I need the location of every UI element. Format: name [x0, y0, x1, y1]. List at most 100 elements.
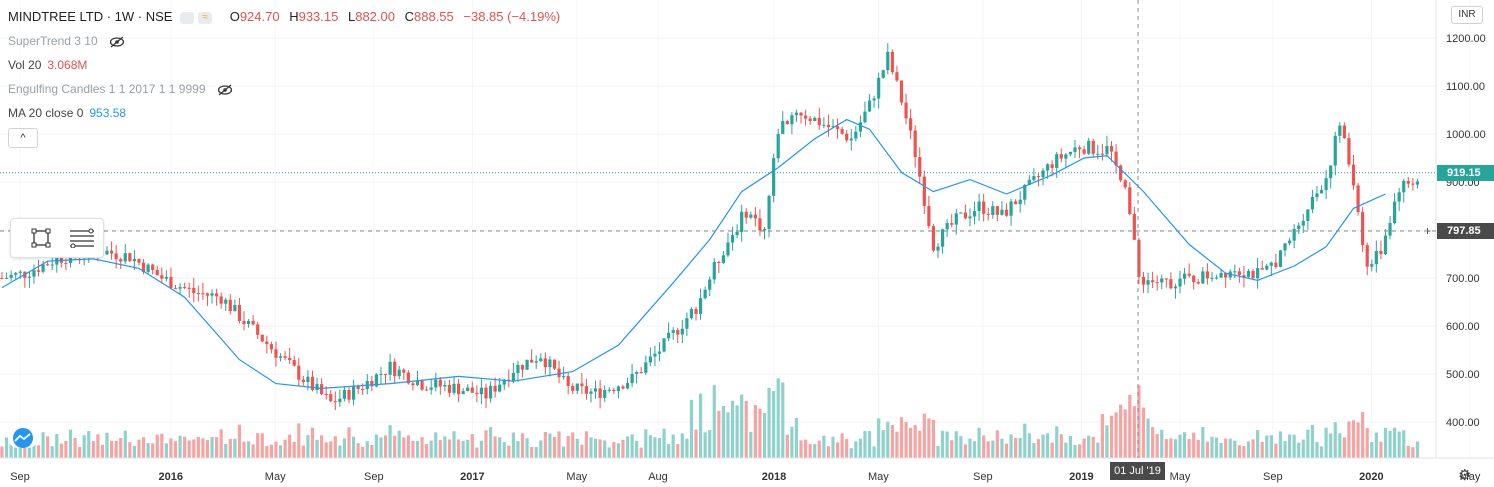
candle-body	[479, 387, 484, 395]
candle-body	[301, 379, 305, 383]
volume-bar	[977, 427, 981, 458]
grid-lines	[0, 0, 1471, 458]
indicator-ma[interactable]: MA 20 close 0 953.58	[8, 106, 126, 120]
volume-bar	[1260, 441, 1264, 458]
candle-body	[548, 359, 552, 368]
volume-bar	[479, 440, 484, 458]
candle-body	[18, 271, 22, 273]
candle-body	[717, 261, 721, 263]
volume-bar	[539, 440, 543, 458]
volume-bar	[27, 446, 31, 458]
candle-body	[466, 387, 470, 392]
time-tick-label: 2020	[1359, 471, 1383, 483]
candle-body	[762, 229, 767, 231]
volume-bar	[1201, 426, 1205, 458]
candle-body	[128, 253, 132, 262]
volume-bar	[475, 447, 479, 458]
candle-body	[1351, 164, 1356, 186]
candle-body	[817, 117, 821, 126]
candle-body	[534, 361, 538, 363]
volume-bar	[1036, 439, 1041, 458]
indicator-volume[interactable]: Vol 20 3.068M	[8, 58, 87, 72]
candle-body	[580, 383, 584, 387]
volume-bar	[1023, 423, 1027, 458]
volume-bar	[1246, 441, 1251, 458]
candle-body	[46, 264, 50, 266]
lines-tool-icon[interactable]	[69, 228, 95, 248]
candle-body	[909, 118, 913, 131]
volume-bar	[466, 439, 470, 458]
candle-body	[612, 389, 616, 392]
settings-chip[interactable]	[180, 11, 195, 24]
hidden-eye-icon[interactable]	[217, 84, 233, 96]
candle-body	[164, 276, 168, 279]
volume-bar	[1256, 430, 1260, 458]
volume-bar	[835, 442, 840, 458]
candle-body	[1178, 278, 1182, 287]
compare-chip[interactable]: ≈	[198, 11, 213, 24]
volume-bar	[580, 444, 584, 458]
candle-body	[575, 383, 579, 391]
volume-bar	[397, 430, 401, 458]
candle-body	[593, 388, 598, 392]
volume-bar	[781, 382, 785, 458]
candle-body	[132, 258, 137, 262]
candle-body	[1251, 271, 1255, 279]
volume-bar	[329, 441, 333, 458]
volume-bar	[740, 394, 744, 458]
candle-body	[1141, 276, 1146, 285]
rectangle-tool-icon[interactable]	[31, 228, 51, 248]
volume-bar	[799, 440, 803, 458]
candle-body	[840, 129, 844, 134]
volume-bar	[644, 429, 648, 458]
candle-body	[1068, 151, 1073, 155]
volume-bar	[671, 434, 675, 458]
volume-bar	[173, 441, 178, 458]
candle-body	[1128, 187, 1132, 215]
collapse-legend-button[interactable]: ^	[8, 128, 38, 148]
volume-bar	[1315, 441, 1319, 458]
volume-bar	[164, 443, 168, 458]
candle-body	[845, 133, 849, 141]
volume-bar	[772, 391, 776, 458]
candle-body	[1287, 240, 1292, 244]
volume-bar	[1187, 438, 1191, 458]
volume-bar	[402, 437, 406, 458]
change-value: −38.85 (−4.19%)	[463, 9, 561, 24]
drawing-toolbar[interactable]	[10, 218, 104, 258]
hidden-eye-icon[interactable]	[109, 36, 125, 48]
symbol-title[interactable]: MINDTREE LTD · 1W · NSE	[8, 9, 173, 24]
volume-bar	[32, 440, 36, 458]
candle-body	[1182, 273, 1187, 279]
volume-bar	[913, 424, 917, 458]
indicator-engulfing[interactable]: Engulfing Candles 1 1 2017 1 1 9999	[8, 82, 233, 96]
candle-body	[1073, 147, 1077, 152]
volume-bar	[589, 437, 593, 458]
volume-bar	[1361, 411, 1365, 458]
volume-bar	[749, 431, 753, 458]
volume-bar	[169, 438, 173, 458]
settings-gear-icon[interactable]: ⚙	[1458, 467, 1472, 484]
volume-bar	[516, 441, 520, 458]
volume-bar	[845, 439, 849, 458]
volume-bar	[895, 431, 899, 458]
candle-body	[813, 117, 817, 122]
volume-bar	[1027, 433, 1031, 458]
tradingview-logo-icon[interactable]	[8, 428, 38, 448]
candle-body	[635, 372, 639, 374]
candle-body	[662, 338, 666, 352]
candle-body	[1164, 278, 1168, 280]
candle-body	[849, 138, 853, 141]
candle-body	[383, 373, 388, 375]
currency-button[interactable]: INR	[1451, 6, 1483, 24]
volume-bar	[1141, 407, 1146, 458]
time-axis[interactable]: Sep 2016 May Sep 2017 May Aug 2018 May Sep 2019 May…	[0, 457, 1494, 483]
volume-bar	[717, 410, 721, 458]
candle-body	[470, 387, 474, 393]
volume-bar	[105, 432, 109, 458]
volume-bar	[283, 439, 287, 458]
candle-body	[858, 122, 862, 132]
indicator-supertrend[interactable]: SuperTrend 3 10	[8, 34, 125, 48]
close-value: 888.55	[414, 9, 454, 24]
